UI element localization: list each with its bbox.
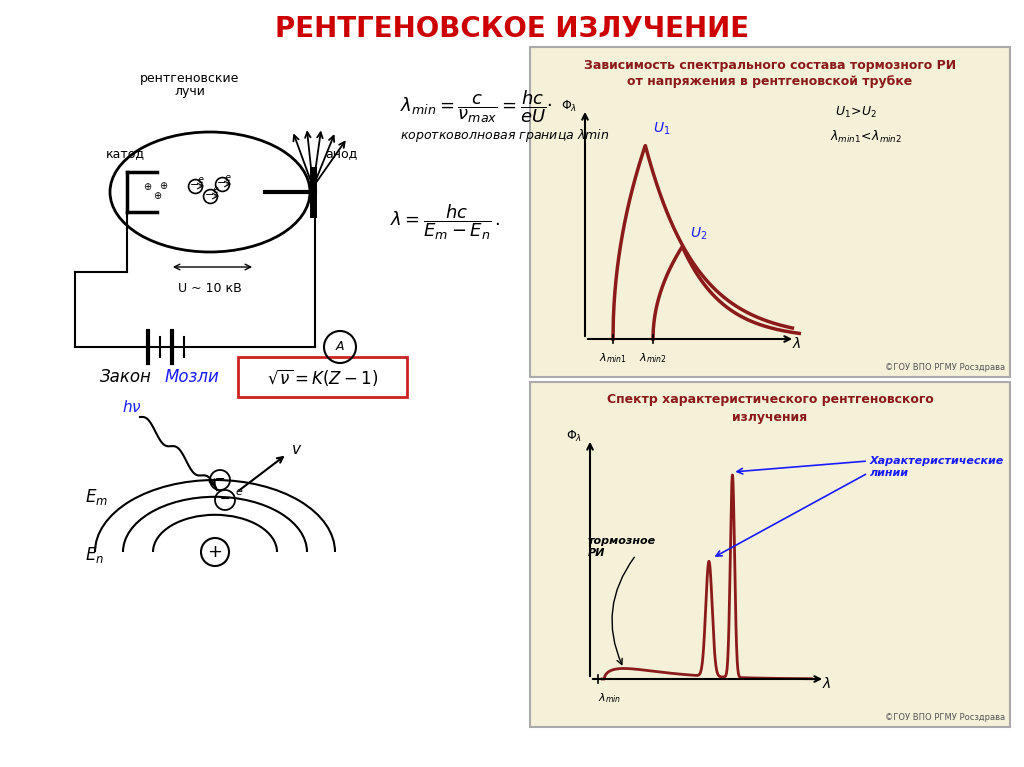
- Text: $\lambda$: $\lambda$: [822, 676, 831, 692]
- Text: e: e: [213, 185, 219, 195]
- Text: $U_2$: $U_2$: [690, 225, 708, 242]
- Text: от напряжения в рентгеновской трубке: от напряжения в рентгеновской трубке: [628, 75, 912, 88]
- Text: $h\nu$: $h\nu$: [122, 399, 141, 415]
- Text: анод: анод: [325, 147, 357, 160]
- Text: Спектр характеристического рентгеновского: Спектр характеристического рентгеновског…: [606, 393, 933, 407]
- Text: −: −: [215, 472, 225, 486]
- Text: v: v: [292, 442, 301, 456]
- Text: $\lambda = \dfrac{hc}{E_m - E_n}$$\,.$: $\lambda = \dfrac{hc}{E_m - E_n}$$\,.$: [390, 202, 501, 242]
- Text: ⊕: ⊕: [143, 182, 152, 192]
- Text: −: −: [190, 180, 200, 190]
- Text: тормозное
РИ: тормозное РИ: [588, 536, 656, 558]
- Text: +: +: [208, 543, 222, 561]
- Text: ⊕: ⊕: [153, 191, 161, 201]
- Text: излучения: излучения: [732, 410, 808, 423]
- Text: $\Phi_\lambda$: $\Phi_\lambda$: [561, 98, 577, 114]
- Text: $\sqrt{\nu} = K(Z-1)$: $\sqrt{\nu} = K(Z-1)$: [267, 367, 379, 387]
- Text: $\lambda_{min2}$: $\lambda_{min2}$: [639, 351, 667, 365]
- Text: $\lambda$: $\lambda$: [793, 337, 802, 351]
- Text: e: e: [225, 173, 231, 183]
- Text: e: e: [198, 175, 204, 185]
- Text: $U_1$: $U_1$: [653, 121, 671, 137]
- Text: −: −: [217, 178, 226, 188]
- Text: $\Phi_\lambda$: $\Phi_\lambda$: [565, 429, 582, 443]
- Text: лучи: лучи: [174, 85, 206, 98]
- Text: −: −: [220, 492, 230, 505]
- FancyBboxPatch shape: [530, 47, 1010, 377]
- Text: $\lambda_{min1}$: $\lambda_{min1}$: [599, 351, 627, 365]
- Text: ©ГОУ ВПО РГМУ Росздрава: ©ГОУ ВПО РГМУ Росздрава: [885, 363, 1005, 372]
- Text: РЕНТГЕНОВСКОЕ ИЗЛУЧЕНИЕ: РЕНТГЕНОВСКОЕ ИЗЛУЧЕНИЕ: [274, 15, 750, 43]
- Text: Закон: Закон: [100, 368, 152, 386]
- Text: e: e: [236, 487, 243, 497]
- Text: коротковолновая граница $\lambda$min: коротковолновая граница $\lambda$min: [400, 127, 609, 144]
- Text: $U_1\!>\!U_2$: $U_1\!>\!U_2$: [835, 104, 878, 120]
- Text: Характеристические
линии: Характеристические линии: [870, 456, 1005, 478]
- Text: −: −: [206, 190, 215, 200]
- Text: A: A: [336, 341, 344, 354]
- Text: катод: катод: [105, 147, 144, 160]
- Text: ©ГОУ ВПО РГМУ Росздрава: ©ГОУ ВПО РГМУ Росздрава: [885, 713, 1005, 722]
- FancyBboxPatch shape: [238, 357, 407, 397]
- Text: $E_n$: $E_n$: [85, 545, 104, 565]
- Text: Зависимость спектрального состава тормозного РИ: Зависимость спектрального состава тормоз…: [584, 58, 956, 71]
- FancyBboxPatch shape: [530, 382, 1010, 727]
- Text: $\lambda_{min} = \dfrac{c}{\nu_{max}} = \dfrac{hc}{eU}$$\cdot$: $\lambda_{min} = \dfrac{c}{\nu_{max}} = …: [400, 89, 552, 125]
- Text: ⊕: ⊕: [159, 181, 167, 191]
- Text: $E_m$: $E_m$: [85, 487, 109, 507]
- Text: $\lambda_{min1}\!<\!\lambda_{min2}$: $\lambda_{min1}\!<\!\lambda_{min2}$: [830, 129, 902, 145]
- Text: Мозли: Мозли: [165, 368, 220, 386]
- Text: рентгеновские: рентгеновские: [140, 72, 240, 85]
- Text: $\lambda_{min}$: $\lambda_{min}$: [598, 691, 622, 705]
- Text: U ~ 10 кВ: U ~ 10 кВ: [178, 282, 242, 295]
